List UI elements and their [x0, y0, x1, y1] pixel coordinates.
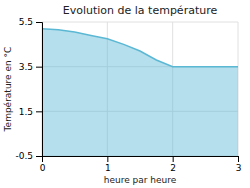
tick-label: 2 — [170, 163, 176, 173]
tick: 2 — [170, 156, 176, 173]
tick: 5.5 — [19, 17, 42, 27]
grid-line-y — [42, 22, 238, 23]
chart: 0 1 2 3 -0.5 1.5 3.5 5.5 Evolution de la tempéra… — [0, 0, 250, 188]
plot: 0 1 2 3 -0.5 1.5 3.5 5.5 — [15, 17, 241, 173]
tick-mark — [36, 67, 42, 68]
tick-mark — [173, 156, 174, 162]
tick: 1.5 — [19, 107, 42, 117]
x-axis-label: heure par heure — [104, 175, 177, 185]
tick-label: 1.5 — [19, 107, 33, 117]
tick-label: 5.5 — [19, 17, 33, 27]
tick-label: 3 — [236, 163, 242, 173]
title: Evolution de la température — [63, 4, 218, 17]
y-axis: -0.5 1.5 3.5 5.5 — [15, 17, 42, 161]
axis-line — [36, 23, 43, 157]
area — [42, 29, 238, 156]
tick-mark — [36, 22, 42, 23]
y-axis-label: Température en °C — [3, 47, 13, 133]
tick-mark — [36, 156, 42, 157]
tick: 3.5 — [19, 62, 42, 72]
tick-label: 1 — [105, 163, 111, 173]
tick: -0.5 — [15, 151, 42, 161]
tick-label: -0.5 — [15, 151, 33, 161]
tick-mark — [238, 156, 239, 162]
tick-label: 3.5 — [19, 62, 33, 72]
tick: 0 — [40, 156, 46, 173]
tick-mark — [36, 111, 42, 112]
grid — [42, 22, 238, 156]
axis-line — [43, 157, 239, 163]
line — [42, 29, 238, 67]
tick-label: 0 — [40, 163, 46, 173]
marks — [42, 29, 238, 156]
tick: 3 — [236, 156, 242, 173]
x-axis: 0 1 2 3 — [40, 156, 242, 173]
tick-mark — [107, 156, 108, 162]
tick: 1 — [105, 156, 111, 173]
